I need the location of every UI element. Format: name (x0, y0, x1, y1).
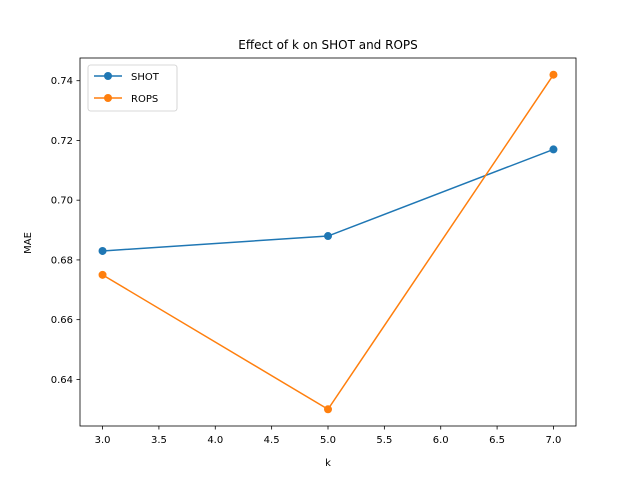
data-point-rops (549, 70, 558, 79)
x-tick-label: 5.5 (376, 435, 392, 446)
data-point-shot (98, 246, 107, 255)
plot-area: 3.0 3.5 4.0 4.5 5.0 5.5 6.0 6.5 7.0 0.64 0.66 0.68 0… (51, 57, 577, 446)
axes-frame (79, 57, 577, 427)
y-tick-label: 0.74 (51, 76, 73, 87)
y-tick-label: 0.72 (51, 136, 73, 147)
data-point-rops (324, 405, 332, 414)
x-tick-label: 4.5 (264, 435, 280, 446)
data-point-shot (549, 145, 558, 154)
y-tick-label: 0.66 (51, 315, 73, 326)
data-point-rops (98, 270, 107, 279)
legend-label-shot: SHOT (131, 72, 160, 83)
data-point-shot (324, 232, 332, 241)
x-tick-label: 6.5 (489, 435, 505, 446)
y-tick-label: 0.70 (51, 196, 73, 207)
legend-label-rops: ROPS (131, 94, 158, 105)
x-axis-label: k (325, 458, 331, 469)
y-axis-label: MAE (23, 232, 34, 254)
y-tick-label: 0.68 (51, 255, 73, 266)
x-tick-label: 3.0 (95, 435, 111, 446)
x-tick-label: 3.5 (151, 435, 167, 446)
x-tick-label: 7.0 (546, 435, 562, 446)
x-tick-label: 4.0 (207, 435, 223, 446)
y-tick-label: 0.64 (51, 375, 73, 386)
chart-title: Effect of k on SHOT and ROPS (238, 38, 418, 52)
x-tick-label: 5.0 (320, 435, 336, 446)
legend-marker-rops (104, 94, 112, 102)
x-tick-label: 6.0 (433, 435, 449, 446)
legend: SHOT ROPS (87, 64, 178, 112)
legend-marker-shot (104, 72, 112, 80)
